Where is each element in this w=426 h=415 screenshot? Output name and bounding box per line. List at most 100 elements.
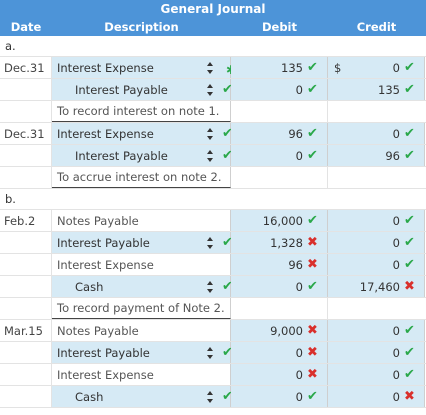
credit-input[interactable]: 135 ✔ (328, 79, 425, 100)
account-name: Interest Expense (57, 257, 154, 272)
debit-empty (231, 101, 328, 122)
note-row: To record payment of Note 2. (0, 298, 426, 320)
debit-value: 96 (288, 257, 303, 272)
debit-value: 16,000 (262, 213, 303, 228)
account-select[interactable]: Interest Expense ✔ (52, 123, 233, 144)
select-arrows-icon (207, 347, 214, 359)
journal-entry-row: Cash ✔ 0 ✔ 0 ✖ (0, 386, 426, 408)
account-name: Interest Payable (57, 235, 150, 250)
check-icon: ✔ (222, 235, 233, 250)
cross-icon: ✖ (307, 235, 318, 250)
check-icon: ✔ (307, 389, 318, 404)
check-icon: ✔ (222, 345, 233, 360)
debit-input[interactable]: 96 ✖ (231, 254, 328, 275)
credit-empty (328, 298, 425, 319)
credit-input[interactable]: 0 ✔ (328, 210, 425, 231)
credit-input[interactable]: $0 ✔ (328, 57, 425, 78)
credit-input[interactable]: 0 ✔ (328, 364, 425, 385)
debit-empty (231, 298, 328, 319)
credit-input[interactable]: 17,460 ✖ (328, 276, 425, 297)
debit-input[interactable]: 1,328 ✖ (231, 232, 328, 253)
credit-status: ✔ (404, 60, 418, 76)
credit-value: 0 (392, 345, 400, 360)
account-select[interactable]: Interest Expense✱ (52, 57, 236, 78)
cross-icon: ✖ (307, 345, 318, 360)
debit-input[interactable]: 96 ✔ (231, 123, 328, 144)
note-input[interactable]: To accrue interest on note 2. (52, 167, 231, 188)
credit-empty (328, 167, 425, 188)
credit-input[interactable]: 0 ✔ (328, 342, 425, 363)
credit-status: ✔ (404, 82, 418, 98)
journal-title: General Journal (160, 2, 266, 16)
credit-input[interactable]: 0 ✔ (328, 232, 425, 253)
debit-status: ✖ (307, 367, 321, 383)
row-status: ✔ (222, 389, 238, 405)
credit-value: 0 (392, 235, 400, 250)
date-cell (0, 364, 52, 385)
debit-input[interactable]: 0 ✖ (231, 342, 328, 363)
debit-input[interactable]: 0 ✔ (231, 79, 328, 100)
check-icon: ✔ (307, 60, 318, 75)
check-icon: ✔ (307, 213, 318, 228)
check-icon: ✔ (404, 126, 415, 141)
credit-value: 96 (385, 148, 400, 163)
credit-input[interactable]: 0 ✔ (328, 320, 425, 341)
debit-value: 96 (288, 126, 303, 141)
section-label: a. (0, 36, 426, 57)
debit-input[interactable]: 0 ✔ (231, 276, 328, 297)
select-arrows-icon (207, 150, 214, 162)
row-status: ✔ (222, 148, 238, 164)
account-name: Interest Expense (57, 367, 154, 382)
note-input[interactable]: To record interest on note 1. (52, 101, 231, 122)
note-text: To accrue interest on note 2. (57, 170, 222, 184)
debit-value: 0 (295, 82, 303, 97)
account-select[interactable]: Cash ✔ (52, 386, 233, 407)
date-cell (0, 167, 52, 188)
debit-status: ✖ (307, 235, 321, 251)
note-input[interactable]: To record payment of Note 2. (52, 298, 231, 319)
debit-status: ✔ (307, 213, 321, 229)
check-icon: ✔ (404, 82, 415, 97)
col-header-description: Description (104, 20, 179, 34)
credit-input[interactable]: 0 ✔ (328, 123, 425, 144)
account-select[interactable]: Interest Payable ✔ (52, 232, 233, 253)
row-status: ✔ (222, 235, 238, 251)
debit-input[interactable]: 16,000 ✔ (231, 210, 328, 231)
debit-value: 0 (295, 345, 303, 360)
credit-empty (328, 101, 425, 122)
credit-input[interactable]: 96 ✔ (328, 145, 425, 166)
credit-input[interactable]: 0 ✖ (328, 386, 425, 407)
check-icon: ✔ (404, 367, 415, 382)
check-icon: ✔ (404, 345, 415, 360)
debit-input[interactable]: 9,000 ✖ (231, 320, 328, 341)
check-icon: ✔ (307, 82, 318, 97)
debit-value: 135 (281, 60, 303, 75)
account-select[interactable]: Notes Payable (52, 210, 231, 231)
row-status: ✔ (222, 279, 238, 295)
debit-status: ✖ (307, 323, 321, 339)
account-select[interactable]: Notes Payable (52, 320, 231, 341)
note-text: To record interest on note 1. (57, 104, 220, 118)
debit-input[interactable]: 135 ✔ (231, 57, 328, 78)
account-select[interactable]: Interest Expense (52, 254, 231, 275)
credit-status: ✔ (404, 148, 418, 164)
check-icon: ✔ (222, 82, 233, 97)
debit-status: ✔ (307, 60, 321, 76)
credit-input[interactable]: 0 ✔ (328, 254, 425, 275)
debit-input[interactable]: 0 ✖ (231, 364, 328, 385)
date-cell (0, 254, 52, 275)
account-select[interactable]: Interest Payable ✔ (52, 342, 233, 363)
select-arrows-icon (207, 84, 214, 96)
debit-input[interactable]: 0 ✔ (231, 145, 328, 166)
account-select[interactable]: Cash ✔ (52, 276, 233, 297)
credit-value: 0 (392, 257, 400, 272)
check-icon: ✔ (404, 148, 415, 163)
account-name: Interest Payable (75, 148, 168, 163)
credit-status: ✔ (404, 213, 418, 229)
account-select[interactable]: Interest Expense (52, 364, 231, 385)
account-select[interactable]: Interest Payable ✔ (52, 79, 233, 100)
journal-header: General Journal Date Description Debit C… (0, 0, 426, 36)
check-icon: ✔ (307, 126, 318, 141)
debit-input[interactable]: 0 ✔ (231, 386, 328, 407)
account-select[interactable]: Interest Payable ✔ (52, 145, 233, 166)
